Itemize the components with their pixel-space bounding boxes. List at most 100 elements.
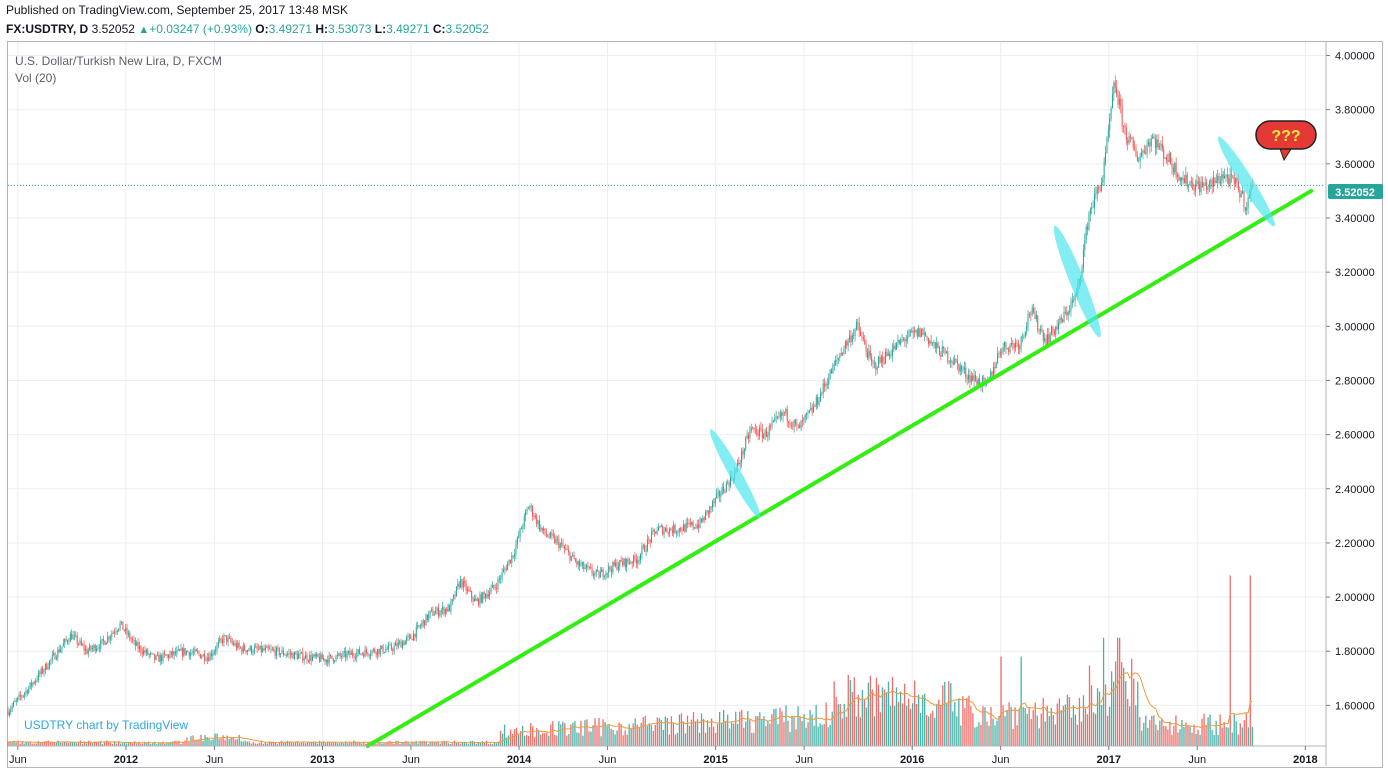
volume-bar-440: [891, 676, 894, 746]
volume-bar-609: [1231, 732, 1233, 746]
volume-bar-438: [887, 681, 890, 746]
candle-296: [417, 621, 419, 630]
candle-728: [1015, 338, 1017, 352]
candle-body-860: [1197, 181, 1199, 184]
candle-593: [828, 373, 830, 390]
candle-body-801: [1116, 87, 1118, 95]
candle-107: [155, 654, 157, 661]
volume-bar-331: [672, 722, 675, 746]
candle-224: [317, 653, 319, 658]
candle-625: [872, 359, 874, 369]
candle-body-259: [365, 649, 367, 653]
volume-bar-598: [1209, 714, 1211, 746]
candle-body-506: [707, 510, 709, 514]
candle-body-85: [125, 627, 127, 631]
candle-402: [563, 544, 565, 554]
candle-body-752: [1048, 334, 1050, 343]
candle-598: [835, 355, 837, 367]
volume-bar-137: [282, 742, 285, 746]
candle-body-364: [511, 555, 513, 563]
candle-634: [884, 348, 886, 365]
candle-745: [1038, 328, 1040, 335]
candle-body-746: [1040, 328, 1042, 331]
candle-body-724: [1009, 344, 1011, 353]
candle-674: [940, 350, 942, 361]
candle-body-218: [309, 654, 311, 661]
candle-675: [941, 340, 943, 357]
volume-bar-102: [212, 739, 214, 746]
candle-body-732: [1020, 336, 1022, 346]
candle-580: [810, 402, 812, 411]
candle-47: [72, 631, 74, 640]
candle-body-811: [1129, 136, 1131, 138]
candle-body-269: [379, 648, 381, 654]
candle-body-37: [58, 649, 60, 653]
candle-body-162: [231, 641, 233, 643]
candle-484: [677, 529, 679, 537]
candle-body-423: [592, 573, 594, 576]
volume-bar-607: [1227, 727, 1229, 746]
candle-body-429: [601, 569, 603, 573]
candle-820: [1142, 148, 1144, 159]
candle-476: [666, 524, 668, 533]
candle-body-535: [747, 435, 749, 439]
candle-596: [832, 363, 834, 374]
volume-bar-206: [421, 741, 423, 746]
volume-bar-530: [1072, 705, 1075, 746]
candle-body-39: [61, 646, 63, 650]
candle-821: [1143, 144, 1145, 155]
candle-body-877: [1221, 174, 1223, 181]
candle-body-307: [432, 609, 434, 616]
volume-bar-466: [944, 681, 946, 746]
candle-body-114: [165, 654, 167, 656]
candle-body-420: [588, 566, 590, 568]
candle-body-582: [813, 406, 815, 413]
candle-body-326: [458, 583, 460, 588]
candle-body-529: [739, 462, 741, 465]
candle-body-541: [756, 429, 758, 435]
candle-868: [1208, 179, 1210, 193]
candle-437: [612, 561, 614, 575]
candle-body-739: [1030, 314, 1032, 316]
candle-394: [552, 529, 554, 539]
candle-body-130: [187, 651, 189, 653]
candle-86: [126, 623, 128, 640]
candle-870: [1211, 177, 1213, 195]
candle-223: [316, 651, 318, 659]
candle-body-341: [479, 594, 481, 605]
volume-bar-147: [302, 742, 305, 746]
candle-99: [144, 645, 146, 656]
volume-bar-257: [524, 735, 526, 746]
candle-620: [865, 339, 867, 358]
volume-bar-572: [1157, 730, 1159, 746]
candle-638: [890, 349, 892, 359]
candle-890: [1239, 186, 1241, 203]
candle-38: [60, 644, 62, 653]
price-tick-label-11: 1.80000: [1335, 646, 1375, 658]
candle-body-308: [433, 614, 435, 616]
candle-301: [424, 620, 426, 629]
volume-bar-0: [7, 742, 9, 746]
volume-bar-595: [1203, 713, 1205, 746]
candle-421: [590, 563, 592, 570]
candle-body-434: [608, 566, 610, 573]
candle-125: [180, 643, 182, 651]
candle-body-284: [400, 641, 402, 648]
candle-202: [287, 651, 289, 657]
candle-body-584: [815, 397, 817, 407]
volume-bar-432: [875, 677, 878, 746]
candle-body-41: [64, 639, 66, 644]
candle-body-674: [940, 355, 942, 357]
candle-body-242: [342, 652, 344, 657]
volume-bar-479: [970, 706, 972, 746]
candle-366: [514, 549, 516, 562]
candle-19: [33, 680, 35, 685]
candle-body-477: [667, 532, 669, 534]
volume-bar-520: [1052, 714, 1054, 746]
candle-body-862: [1200, 181, 1202, 192]
candle-body-823: [1146, 144, 1148, 154]
volume-bar-547: [1106, 715, 1109, 746]
candle-807: [1124, 122, 1126, 135]
candle-body-623: [869, 350, 871, 357]
